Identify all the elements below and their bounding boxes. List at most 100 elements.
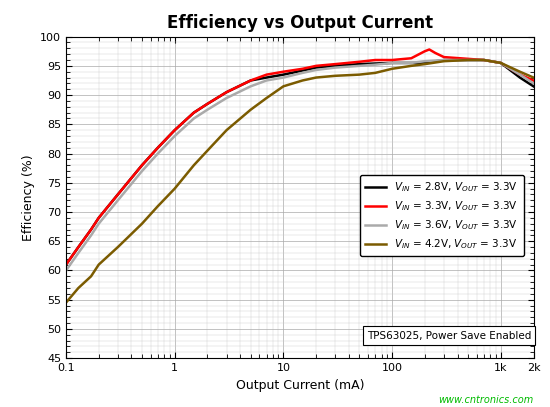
Line: $V_{IN}$ = 3.3V, $V_{OUT}$ = 3.3V: $V_{IN}$ = 3.3V, $V_{OUT}$ = 3.3V <box>66 50 534 265</box>
Legend: $V_{IN}$ = 2.8V, $V_{OUT}$ = 3.3V, $V_{IN}$ = 3.3V, $V_{OUT}$ = 3.3V, $V_{IN}$ =: $V_{IN}$ = 2.8V, $V_{OUT}$ = 3.3V, $V_{I… <box>360 175 524 256</box>
$V_{IN}$ = 2.8V, $V_{OUT}$ = 3.3V <box>389 61 395 66</box>
$V_{IN}$ = 3.6V, $V_{OUT}$ = 3.3V <box>63 268 69 273</box>
$V_{IN}$ = 2.8V, $V_{OUT}$ = 3.3V <box>313 65 320 70</box>
$V_{IN}$ = 3.6V, $V_{OUT}$ = 3.3V <box>498 61 504 66</box>
$V_{IN}$ = 4.2V, $V_{OUT}$ = 3.3V <box>63 300 69 305</box>
$V_{IN}$ = 3.6V, $V_{OUT}$ = 3.3V <box>516 72 523 77</box>
$V_{IN}$ = 4.2V, $V_{OUT}$ = 3.3V <box>223 128 230 133</box>
$V_{IN}$ = 3.6V, $V_{OUT}$ = 3.3V <box>408 61 415 66</box>
$V_{IN}$ = 3.6V, $V_{OUT}$ = 3.3V <box>172 133 178 138</box>
$V_{IN}$ = 3.6V, $V_{OUT}$ = 3.3V <box>280 75 287 80</box>
$V_{IN}$ = 2.8V, $V_{OUT}$ = 3.3V <box>88 227 95 232</box>
$V_{IN}$ = 4.2V, $V_{OUT}$ = 3.3V <box>190 163 197 168</box>
$V_{IN}$ = 3.6V, $V_{OUT}$ = 3.3V <box>421 59 428 63</box>
$V_{IN}$ = 4.2V, $V_{OUT}$ = 3.3V <box>155 204 161 209</box>
$V_{IN}$ = 2.8V, $V_{OUT}$ = 3.3V <box>530 84 537 89</box>
$V_{IN}$ = 3.3V, $V_{OUT}$ = 3.3V <box>223 90 230 94</box>
$V_{IN}$ = 3.3V, $V_{OUT}$ = 3.3V <box>465 57 471 61</box>
$V_{IN}$ = 3.3V, $V_{OUT}$ = 3.3V <box>248 78 254 83</box>
$V_{IN}$ = 2.8V, $V_{OUT}$ = 3.3V <box>204 101 211 106</box>
$V_{IN}$ = 3.3V, $V_{OUT}$ = 3.3V <box>441 55 447 59</box>
$V_{IN}$ = 4.2V, $V_{OUT}$ = 3.3V <box>498 61 504 66</box>
$V_{IN}$ = 3.6V, $V_{OUT}$ = 3.3V <box>313 68 320 72</box>
$V_{IN}$ = 3.6V, $V_{OUT}$ = 3.3V <box>481 57 487 62</box>
Line: $V_{IN}$ = 2.8V, $V_{OUT}$ = 3.3V: $V_{IN}$ = 2.8V, $V_{OUT}$ = 3.3V <box>66 60 534 265</box>
$V_{IN}$ = 2.8V, $V_{OUT}$ = 3.3V <box>75 245 82 249</box>
$V_{IN}$ = 2.8V, $V_{OUT}$ = 3.3V <box>481 57 487 62</box>
$V_{IN}$ = 4.2V, $V_{OUT}$ = 3.3V <box>95 262 102 267</box>
Line: $V_{IN}$ = 4.2V, $V_{OUT}$ = 3.3V: $V_{IN}$ = 4.2V, $V_{OUT}$ = 3.3V <box>66 60 534 303</box>
$V_{IN}$ = 3.6V, $V_{OUT}$ = 3.3V <box>95 221 102 226</box>
$V_{IN}$ = 3.6V, $V_{OUT}$ = 3.3V <box>299 70 306 75</box>
X-axis label: Output Current (mA): Output Current (mA) <box>235 379 364 392</box>
$V_{IN}$ = 4.2V, $V_{OUT}$ = 3.3V <box>332 73 339 78</box>
$V_{IN}$ = 3.6V, $V_{OUT}$ = 3.3V <box>204 107 211 112</box>
$V_{IN}$ = 3.6V, $V_{OUT}$ = 3.3V <box>372 62 378 67</box>
$V_{IN}$ = 4.2V, $V_{OUT}$ = 3.3V <box>75 286 82 291</box>
$V_{IN}$ = 3.6V, $V_{OUT}$ = 3.3V <box>114 198 121 203</box>
$V_{IN}$ = 3.3V, $V_{OUT}$ = 3.3V <box>88 227 95 232</box>
$V_{IN}$ = 2.8V, $V_{OUT}$ = 3.3V <box>421 61 428 66</box>
$V_{IN}$ = 3.6V, $V_{OUT}$ = 3.3V <box>389 61 395 66</box>
$V_{IN}$ = 4.2V, $V_{OUT}$ = 3.3V <box>280 84 287 89</box>
$V_{IN}$ = 2.8V, $V_{OUT}$ = 3.3V <box>223 90 230 94</box>
$V_{IN}$ = 3.3V, $V_{OUT}$ = 3.3V <box>204 101 211 106</box>
$V_{IN}$ = 4.2V, $V_{OUT}$ = 3.3V <box>421 62 428 67</box>
$V_{IN}$ = 2.8V, $V_{OUT}$ = 3.3V <box>332 63 339 68</box>
$V_{IN}$ = 2.8V, $V_{OUT}$ = 3.3V <box>498 61 504 66</box>
$V_{IN}$ = 4.2V, $V_{OUT}$ = 3.3V <box>372 70 378 75</box>
$V_{IN}$ = 3.3V, $V_{OUT}$ = 3.3V <box>155 145 161 150</box>
$V_{IN}$ = 4.2V, $V_{OUT}$ = 3.3V <box>465 57 471 62</box>
$V_{IN}$ = 3.6V, $V_{OUT}$ = 3.3V <box>263 78 270 83</box>
$V_{IN}$ = 3.3V, $V_{OUT}$ = 3.3V <box>263 72 270 77</box>
$V_{IN}$ = 3.3V, $V_{OUT}$ = 3.3V <box>190 110 197 115</box>
$V_{IN}$ = 3.3V, $V_{OUT}$ = 3.3V <box>481 57 487 62</box>
$V_{IN}$ = 4.2V, $V_{OUT}$ = 3.3V <box>516 69 523 74</box>
$V_{IN}$ = 4.2V, $V_{OUT}$ = 3.3V <box>313 75 320 80</box>
Text: TPS63025, Power Save Enabled: TPS63025, Power Save Enabled <box>367 330 531 341</box>
$V_{IN}$ = 2.8V, $V_{OUT}$ = 3.3V <box>441 57 447 62</box>
$V_{IN}$ = 2.8V, $V_{OUT}$ = 3.3V <box>299 68 306 73</box>
$V_{IN}$ = 3.6V, $V_{OUT}$ = 3.3V <box>248 84 254 89</box>
$V_{IN}$ = 3.6V, $V_{OUT}$ = 3.3V <box>139 168 145 173</box>
$V_{IN}$ = 3.3V, $V_{OUT}$ = 3.3V <box>372 57 378 62</box>
$V_{IN}$ = 2.8V, $V_{OUT}$ = 3.3V <box>95 215 102 220</box>
$V_{IN}$ = 3.6V, $V_{OUT}$ = 3.3V <box>530 81 537 86</box>
$V_{IN}$ = 3.3V, $V_{OUT}$ = 3.3V <box>63 262 69 267</box>
$V_{IN}$ = 3.3V, $V_{OUT}$ = 3.3V <box>332 62 339 67</box>
$V_{IN}$ = 2.8V, $V_{OUT}$ = 3.3V <box>263 75 270 80</box>
$V_{IN}$ = 4.2V, $V_{OUT}$ = 3.3V <box>530 75 537 80</box>
$V_{IN}$ = 3.3V, $V_{OUT}$ = 3.3V <box>389 57 395 62</box>
Title: Efficiency vs Output Current: Efficiency vs Output Current <box>167 14 433 32</box>
$V_{IN}$ = 2.8V, $V_{OUT}$ = 3.3V <box>356 62 362 67</box>
$V_{IN}$ = 3.6V, $V_{OUT}$ = 3.3V <box>441 57 447 62</box>
$V_{IN}$ = 2.8V, $V_{OUT}$ = 3.3V <box>408 61 415 66</box>
$V_{IN}$ = 3.6V, $V_{OUT}$ = 3.3V <box>155 151 161 156</box>
$V_{IN}$ = 4.2V, $V_{OUT}$ = 3.3V <box>408 63 415 68</box>
$V_{IN}$ = 2.8V, $V_{OUT}$ = 3.3V <box>280 72 287 77</box>
$V_{IN}$ = 3.3V, $V_{OUT}$ = 3.3V <box>421 49 428 54</box>
$V_{IN}$ = 3.3V, $V_{OUT}$ = 3.3V <box>95 215 102 220</box>
$V_{IN}$ = 4.2V, $V_{OUT}$ = 3.3V <box>114 245 121 249</box>
Line: $V_{IN}$ = 3.6V, $V_{OUT}$ = 3.3V: $V_{IN}$ = 3.6V, $V_{OUT}$ = 3.3V <box>66 60 534 271</box>
$V_{IN}$ = 3.3V, $V_{OUT}$ = 3.3V <box>356 59 362 64</box>
$V_{IN}$ = 3.6V, $V_{OUT}$ = 3.3V <box>75 250 82 255</box>
$V_{IN}$ = 2.8V, $V_{OUT}$ = 3.3V <box>516 75 523 80</box>
$V_{IN}$ = 2.8V, $V_{OUT}$ = 3.3V <box>155 145 161 150</box>
$V_{IN}$ = 3.6V, $V_{OUT}$ = 3.3V <box>190 116 197 121</box>
$V_{IN}$ = 4.2V, $V_{OUT}$ = 3.3V <box>441 59 447 63</box>
$V_{IN}$ = 3.6V, $V_{OUT}$ = 3.3V <box>465 57 471 62</box>
$V_{IN}$ = 2.8V, $V_{OUT}$ = 3.3V <box>248 78 254 83</box>
$V_{IN}$ = 2.8V, $V_{OUT}$ = 3.3V <box>372 61 378 66</box>
$V_{IN}$ = 4.2V, $V_{OUT}$ = 3.3V <box>389 66 395 71</box>
$V_{IN}$ = 4.2V, $V_{OUT}$ = 3.3V <box>299 78 306 83</box>
$V_{IN}$ = 3.6V, $V_{OUT}$ = 3.3V <box>88 233 95 238</box>
$V_{IN}$ = 3.3V, $V_{OUT}$ = 3.3V <box>299 66 306 71</box>
$V_{IN}$ = 3.6V, $V_{OUT}$ = 3.3V <box>356 63 362 68</box>
$V_{IN}$ = 4.2V, $V_{OUT}$ = 3.3V <box>356 72 362 77</box>
$V_{IN}$ = 3.3V, $V_{OUT}$ = 3.3V <box>516 72 523 77</box>
$V_{IN}$ = 2.8V, $V_{OUT}$ = 3.3V <box>139 163 145 168</box>
$V_{IN}$ = 4.2V, $V_{OUT}$ = 3.3V <box>204 148 211 153</box>
$V_{IN}$ = 3.3V, $V_{OUT}$ = 3.3V <box>530 78 537 83</box>
$V_{IN}$ = 4.2V, $V_{OUT}$ = 3.3V <box>481 57 487 62</box>
